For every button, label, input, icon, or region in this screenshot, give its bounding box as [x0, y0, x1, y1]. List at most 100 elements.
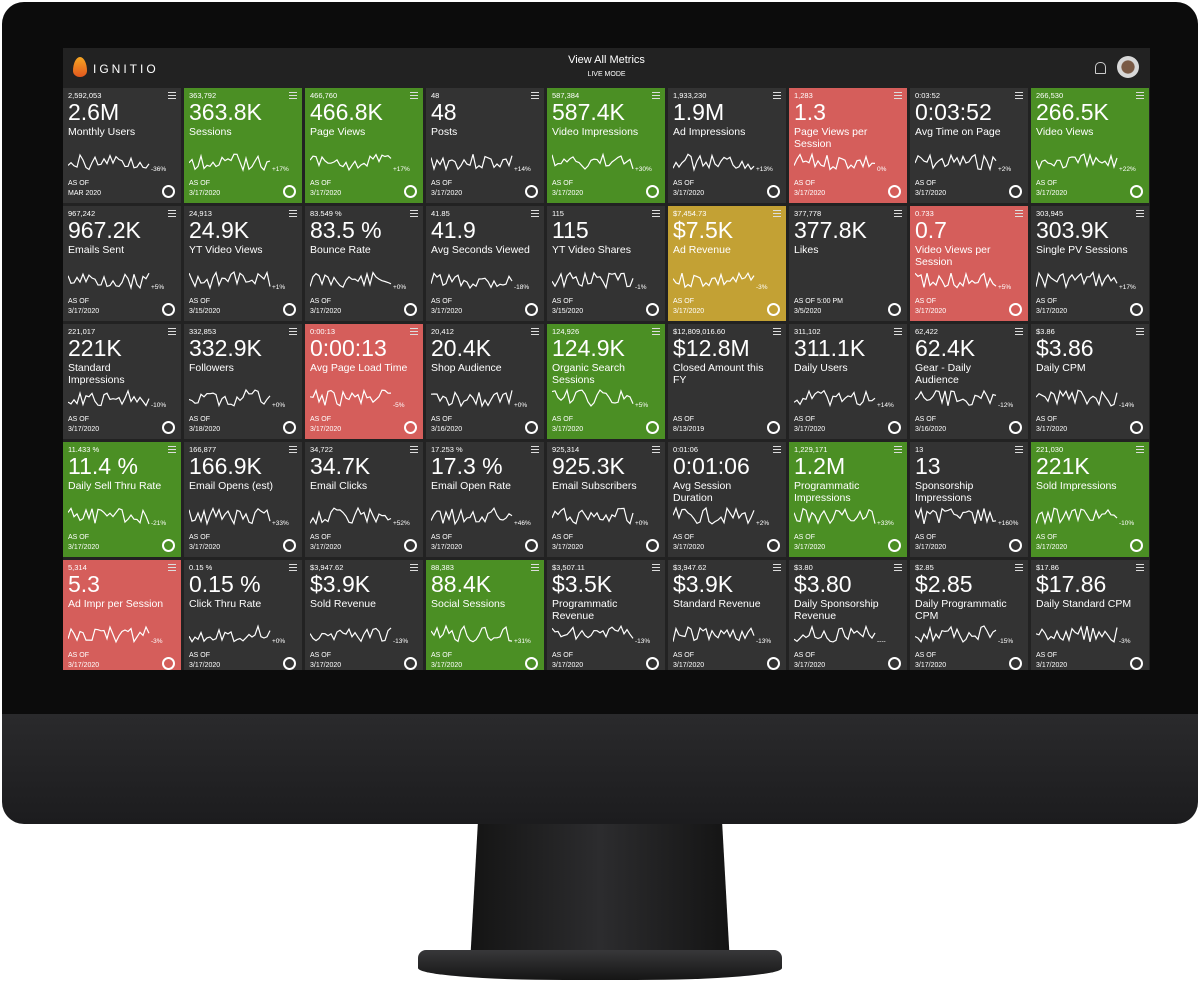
tile-menu[interactable] [1015, 210, 1023, 217]
metric-tile[interactable]: 332,853 332.9K Followers +0% AS OF 3/18/2020 [184, 324, 302, 439]
metric-tile[interactable]: $17.86 $17.86 Daily Standard CPM -3% AS OF 3/… [1031, 560, 1149, 670]
tile-menu[interactable] [410, 564, 418, 571]
tile-menu[interactable] [410, 328, 418, 335]
metric-tile[interactable]: 967,242 967.2K Emails Sent +5% AS OF 3/17/202… [63, 206, 181, 321]
tile-menu[interactable] [289, 446, 297, 453]
metric-tile[interactable]: 11.433 % 11.4 % Daily Sell Thru Rate -21% AS… [63, 442, 181, 557]
tile-menu[interactable] [289, 92, 297, 99]
metric-tile[interactable]: 1,933,230 1.9M Ad Impressions +13% AS OF 3/17… [668, 88, 786, 203]
metric-tile[interactable]: 221,030 221K Sold Impressions -10% AS OF 3/17… [1031, 442, 1149, 557]
tile-menu[interactable] [894, 446, 902, 453]
metric-tile[interactable]: 20,412 20.4K Shop Audience +0% AS OF 3/16/202… [426, 324, 544, 439]
metric-tile[interactable]: $7,454.73 $7.5K Ad Revenue -3% AS OF 3/17/202… [668, 206, 786, 321]
live-mode[interactable]: LIVE MODE [587, 71, 626, 78]
metric-tile[interactable]: 221,017 221K Standard Impressions -10% AS OF… [63, 324, 181, 439]
tile-menu[interactable] [1136, 564, 1144, 571]
tile-menu[interactable] [773, 328, 781, 335]
tile-menu[interactable] [289, 328, 297, 335]
tile-menu[interactable] [410, 92, 418, 99]
metric-tile[interactable]: 41.85 41.9 Avg Seconds Viewed -18% AS OF 3/17… [426, 206, 544, 321]
metric-tile[interactable]: 363,792 363.8K Sessions +17% AS OF 3/17/2020 [184, 88, 302, 203]
tile-menu[interactable] [168, 92, 176, 99]
metric-tile[interactable]: 13 13 Sponsorship Impressions +160% AS OF 3/1… [910, 442, 1028, 557]
tile-menu[interactable] [652, 92, 660, 99]
metric-tile[interactable]: 266,530 266.5K Video Views +22% AS OF 3/17/20… [1031, 88, 1149, 203]
date: 3/17/2020 [673, 662, 705, 669]
metric-tile[interactable]: $3,947.62 $3.9K Standard Revenue -13% AS OF 3… [668, 560, 786, 670]
metric-tile[interactable]: $12,809,016.60 $12.8M Closed Amount this F… [668, 324, 786, 439]
metric-tile[interactable]: 0:01:06 0:01:06 Avg Session Duration +2% AS … [668, 442, 786, 557]
tile-menu[interactable] [652, 564, 660, 571]
tile-menu[interactable] [531, 92, 539, 99]
notifications[interactable] [1095, 62, 1106, 74]
metric-tile[interactable]: $3,507.11 $3.5K Programmatic Revenue -13% AS… [547, 560, 665, 670]
metric-tile[interactable]: $3.80 $3.80 Daily Sponsorship Revenue ---- A… [789, 560, 907, 670]
source-icon [525, 185, 538, 198]
tile-menu[interactable] [531, 446, 539, 453]
metric-tile[interactable]: $3,947.62 $3.9K Sold Revenue -13% AS OF 3/17/… [305, 560, 423, 670]
metric-tile[interactable]: 5,314 5.3 Ad Impr per Session -3% AS OF 3/17/… [63, 560, 181, 670]
tile-menu[interactable] [652, 446, 660, 453]
tile-menu[interactable] [168, 328, 176, 335]
tile-menu[interactable] [1015, 446, 1023, 453]
metric-tile[interactable]: 466,760 466.8K Page Views +17% AS OF 3/17/202… [305, 88, 423, 203]
metric-tile[interactable]: 62,422 62.4K Gear - Daily Audience -12% AS O… [910, 324, 1028, 439]
sparkline [673, 626, 755, 642]
metric-tile[interactable]: 0.733 0.7 Video Views per Session +5% AS OF 3… [910, 206, 1028, 321]
metric-tile[interactable]: 115 115 YT Video Shares -1% AS OF 3/15/2020 [547, 206, 665, 321]
metric-tile[interactable]: 17.253 % 17.3 % Email Open Rate +46% AS OF 3/… [426, 442, 544, 557]
tile-menu[interactable] [652, 210, 660, 217]
tile-menu[interactable] [773, 564, 781, 571]
view-selector[interactable]: View All Metrics [568, 54, 645, 66]
metric-tile[interactable]: $2.85 $2.85 Daily Programmatic CPM -15% AS O… [910, 560, 1028, 670]
metric-tile[interactable]: 1,229,171 1.2M Programmatic Impressions +33… [789, 442, 907, 557]
tile-menu[interactable] [410, 210, 418, 217]
metric-tile[interactable]: 0.15 % 0.15 % Click Thru Rate +0% AS OF 3/17/… [184, 560, 302, 670]
tile-menu[interactable] [1136, 92, 1144, 99]
tile-menu[interactable] [1136, 210, 1144, 217]
metric-tile[interactable]: 124,926 124.9K Organic Search Sessions +5% A… [547, 324, 665, 439]
tile-menu[interactable] [1136, 446, 1144, 453]
metric-tile[interactable]: 303,945 303.9K Single PV Sessions +17% AS OF… [1031, 206, 1149, 321]
tile-menu[interactable] [1015, 328, 1023, 335]
date: 3/17/2020 [68, 426, 100, 433]
metric-tile[interactable]: 311,102 311.1K Daily Users +14% AS OF 3/17/20… [789, 324, 907, 439]
metric-tile[interactable]: 377,778 377.8K Likes AS OF 5:00 PM 3/5/2020 [789, 206, 907, 321]
metric-tile[interactable]: 2,592,053 2.6M Monthly Users -36% AS OF MAR 2… [63, 88, 181, 203]
tile-menu[interactable] [410, 446, 418, 453]
metric-tile[interactable]: $3.86 $3.86 Daily CPM -14% AS OF 3/17/2020 [1031, 324, 1149, 439]
metric-tile[interactable]: 0:00:13 0:00:13 Avg Page Load Time -5% AS OF… [305, 324, 423, 439]
tile-menu[interactable] [531, 328, 539, 335]
metric-tile[interactable]: 34,722 34.7K Email Clicks +52% AS OF 3/17/202… [305, 442, 423, 557]
avatar[interactable] [1117, 56, 1139, 78]
metric-tile[interactable]: 88,383 88.4K Social Sessions +31% AS OF 3/17/… [426, 560, 544, 670]
tile-menu[interactable] [168, 446, 176, 453]
metric-tile[interactable]: 925,314 925.3K Email Subscribers +0% AS OF 3/… [547, 442, 665, 557]
metric-tile[interactable]: 83.549 % 83.5 % Bounce Rate +0% AS OF 3/17/20… [305, 206, 423, 321]
metric-tile[interactable]: 587,384 587.4K Video Impressions +30% AS OF 3… [547, 88, 665, 203]
tile-menu[interactable] [1015, 92, 1023, 99]
metric-tile[interactable]: 1,283 1.3 Page Views per Session 0% AS OF 3/1… [789, 88, 907, 203]
tile-menu[interactable] [1015, 564, 1023, 571]
metric-tile[interactable]: 0:03:52 0:03:52 Avg Time on Page +2% AS OF 3/… [910, 88, 1028, 203]
tile-menu[interactable] [531, 564, 539, 571]
logo[interactable]: IGNITIO [93, 62, 159, 76]
tile-menu[interactable] [1136, 328, 1144, 335]
tile-menu[interactable] [773, 210, 781, 217]
tile-menu[interactable] [289, 210, 297, 217]
tile-menu[interactable] [894, 564, 902, 571]
tile-menu[interactable] [168, 564, 176, 571]
tile-menu[interactable] [652, 328, 660, 335]
metric-tile[interactable]: 24,913 24.9K YT Video Views +1% AS OF 3/15/20… [184, 206, 302, 321]
sparkline-line [68, 507, 150, 525]
tile-menu[interactable] [531, 210, 539, 217]
tile-menu[interactable] [168, 210, 176, 217]
tile-menu[interactable] [894, 210, 902, 217]
metric-tile[interactable]: 48 48 Posts +14% AS OF 3/17/2020 [426, 88, 544, 203]
tile-menu[interactable] [894, 328, 902, 335]
tile-menu[interactable] [773, 92, 781, 99]
tile-menu[interactable] [773, 446, 781, 453]
tile-menu[interactable] [289, 564, 297, 571]
tile-menu[interactable] [894, 92, 902, 99]
metric-tile[interactable]: 166,877 166.9K Email Opens (est) +33% AS OF 3… [184, 442, 302, 557]
